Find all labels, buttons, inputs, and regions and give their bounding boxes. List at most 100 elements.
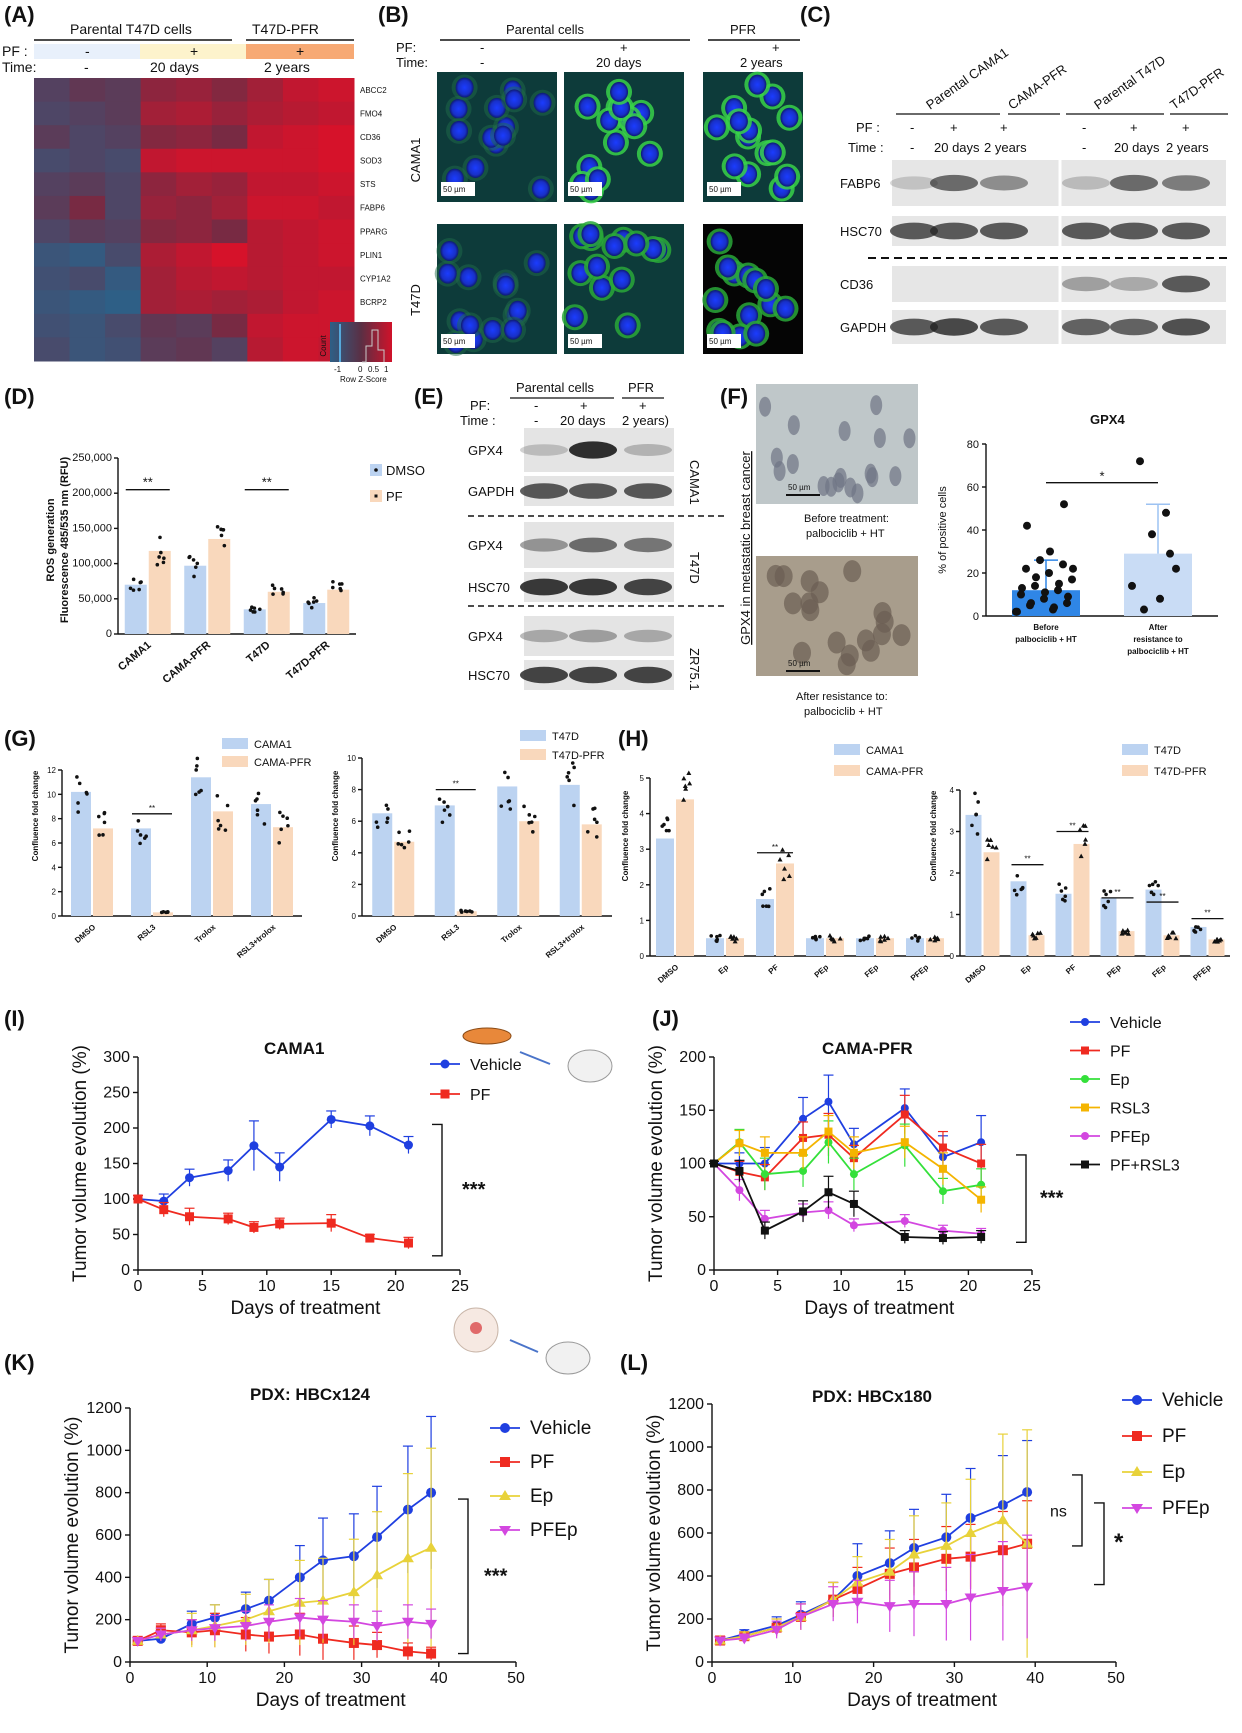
data-dot (862, 936, 867, 941)
bar (706, 938, 724, 956)
y-tick-label: 100 (103, 1191, 130, 1208)
data-marker (760, 1226, 769, 1235)
data-marker (851, 1597, 864, 1608)
bar (243, 609, 266, 634)
data-dot (732, 938, 738, 944)
heatmap-cell (282, 148, 319, 173)
data-dot (508, 807, 513, 811)
data-dot (386, 807, 390, 811)
data-dot (218, 823, 223, 828)
heatmap-cell (34, 337, 71, 362)
heatmap-cell (211, 78, 248, 103)
heatmap-cell (105, 172, 142, 197)
legend-label: PFEp (530, 1520, 578, 1541)
heatmap-cell (140, 101, 177, 126)
data-dot (595, 820, 599, 825)
heatmap-cell (105, 243, 142, 268)
x-category-label: DMSO (964, 963, 988, 985)
x-category-label: Trolox (193, 922, 218, 945)
data-marker (1081, 1160, 1089, 1169)
data-marker (977, 1195, 986, 1204)
data-dot (882, 933, 888, 939)
cell-nucleus (505, 89, 524, 110)
blot-band (1162, 175, 1210, 191)
blot-band (569, 483, 617, 499)
gene-label: STS (360, 180, 376, 189)
data-marker (849, 1170, 858, 1179)
scale-box (707, 334, 741, 348)
data-dot (827, 932, 833, 938)
series-line (137, 1616, 432, 1642)
x-tick-label: 30 (946, 1670, 964, 1687)
x-category-label: CAMA-PFR (161, 639, 214, 686)
data-dot (195, 561, 200, 566)
heatmap-cell (247, 195, 284, 220)
heatmap-cell (176, 172, 213, 197)
c-lane-headers: - + + - + + - 20 days 2 years - 20 days 2 years (910, 120, 1209, 155)
panel-l: PDX: HBCx180 0 10 20 30 40 50 0 200 400 600 800 100… (644, 1387, 1223, 1711)
blot-band (520, 483, 568, 499)
data-dot (830, 937, 836, 942)
h-legend-2: CAMA-PFR (866, 766, 924, 778)
data-dot (1214, 939, 1220, 944)
data-dot (330, 585, 335, 590)
data-dot (761, 904, 765, 908)
y-tick-label: 4 (950, 786, 955, 795)
blot-band (569, 441, 617, 459)
y-tick-label: 200 (95, 1612, 122, 1629)
data-dot (1125, 927, 1131, 933)
data-dot (1194, 925, 1198, 929)
g-legend-4: T47D-PFR (552, 750, 605, 762)
b-pf-2: + (620, 40, 628, 55)
b-pf-3: + (772, 40, 780, 55)
y-tick-label: 0 (950, 952, 955, 961)
heatmap-cell (247, 78, 284, 103)
y-axis-title: Tumor volume evolution (%) (70, 1045, 91, 1282)
cell-nucleus (748, 74, 767, 95)
panel-a: Parental T47D cells T47D-PFR PF : Time: … (2, 21, 391, 362)
x-category-label: FEp (1150, 963, 1167, 980)
data-dot (101, 833, 105, 837)
data-marker (239, 1622, 252, 1633)
y-tick-label: 4 (352, 849, 357, 858)
ihc-nucleus (870, 395, 883, 416)
a-time-1: - (84, 59, 89, 75)
data-dot (1150, 882, 1155, 887)
heatmap-cell (282, 172, 319, 197)
data-dot (195, 756, 200, 761)
heatmap-cell (211, 195, 248, 220)
blot-band (1162, 222, 1210, 240)
bar (581, 824, 602, 916)
g-right-ylabel: Confluence fold change (331, 770, 340, 861)
blot-label: CD36 (840, 277, 873, 292)
data-dot (470, 910, 474, 914)
data-dot (159, 550, 163, 555)
data-dot (731, 934, 737, 939)
blot-label: GAPDH (840, 320, 886, 335)
data-dot (681, 797, 687, 802)
data-dot (331, 579, 335, 584)
y-tick-label: 100,000 (72, 558, 112, 570)
y-tick-label: 0 (640, 952, 645, 961)
bar (372, 813, 393, 916)
heatmap-cell (318, 148, 355, 173)
legend-label: PF (470, 1087, 491, 1104)
x-category-label: DMSO (73, 923, 97, 945)
blot-label: GAPDH (468, 484, 514, 499)
heatmap-cell (176, 219, 213, 244)
data-point (1018, 584, 1026, 593)
a-gene-labels: ABCC2 FMO4 CD36 SOD3 STS FABP6 PPARG PLIN1 CYP1A… (360, 86, 391, 354)
cell-nucleus (455, 77, 474, 98)
data-dot (1082, 841, 1088, 846)
data-marker (425, 1541, 438, 1552)
bar (519, 821, 540, 916)
blot-label: HSC70 (840, 224, 882, 239)
g-legend-1: CAMA1 (254, 739, 292, 751)
data-marker (133, 1194, 143, 1204)
data-dot (278, 810, 282, 815)
mouse-icon (567, 1049, 613, 1083)
heatmap-cell (69, 101, 106, 126)
data-dot (660, 824, 665, 828)
data-dot (1156, 883, 1160, 888)
heatmap-cell (69, 266, 106, 291)
